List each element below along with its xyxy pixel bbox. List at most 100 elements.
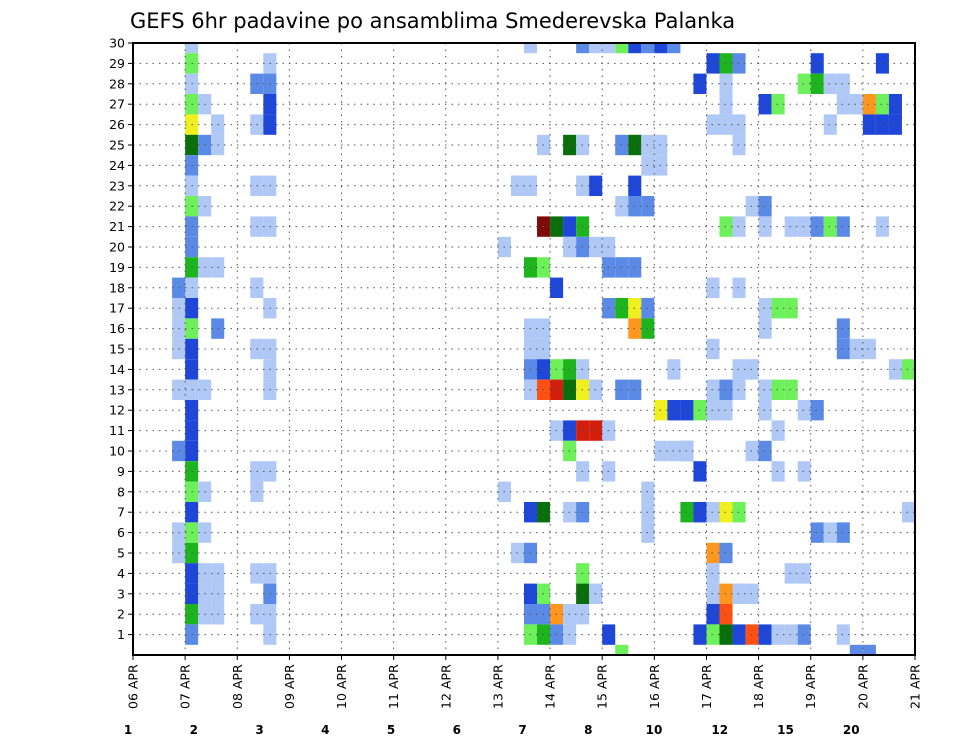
- x-tick-label: 16 APR: [647, 664, 662, 709]
- heatmap-cell: [524, 43, 538, 54]
- heatmap-cell: [615, 43, 629, 54]
- x-tick-label: 19 APR: [803, 664, 818, 709]
- heatmap-cell: [836, 522, 850, 543]
- legend-label: 4: [321, 723, 329, 737]
- heatmap-cell: [628, 43, 642, 54]
- legend-label: 10: [646, 723, 663, 737]
- heatmap-cell: [823, 522, 837, 543]
- heatmap-cell: [758, 379, 772, 400]
- y-tick-label: 4: [117, 566, 125, 581]
- x-tick-label: 13 APR: [490, 664, 505, 709]
- y-tick-label: 28: [109, 76, 125, 91]
- heatmap-cell: [719, 542, 733, 564]
- heatmap-cell: [719, 379, 733, 400]
- y-tick-label: 23: [109, 178, 125, 193]
- heatmap-cell: [888, 94, 902, 115]
- heatmap-cell: [719, 624, 733, 645]
- y-tick-label: 27: [109, 97, 125, 112]
- heatmap-cell: [719, 583, 733, 604]
- y-tick-label: 11: [109, 423, 125, 438]
- y-tick-label: 19: [109, 260, 125, 275]
- y-tick-label: 30: [109, 36, 125, 51]
- heatmap-cell: [875, 216, 889, 237]
- heatmap-cell: [836, 216, 850, 237]
- y-axis: 1234567891011121314151617181920212223242…: [109, 36, 133, 642]
- y-tick-label: 21: [109, 219, 125, 234]
- heatmap-cell: [771, 94, 785, 115]
- y-tick-label: 10: [109, 444, 125, 459]
- heatmap-cell: [901, 359, 915, 380]
- heatmap-cell: [862, 94, 876, 115]
- y-tick-label: 16: [109, 321, 125, 336]
- y-tick-label: 14: [109, 362, 125, 377]
- heatmap-cell: [758, 196, 772, 217]
- heatmap-cell: [888, 114, 902, 135]
- y-tick-label: 5: [117, 546, 125, 561]
- y-tick-label: 2: [117, 607, 125, 622]
- chart-title: GEFS 6hr padavine po ansamblima Smederev…: [130, 9, 735, 33]
- x-tick-label: 18 APR: [751, 664, 766, 709]
- heatmap-cell: [810, 73, 824, 94]
- y-tick-label: 6: [117, 525, 125, 540]
- x-tick-label: 09 APR: [282, 664, 297, 709]
- heatmap-cell: [719, 502, 733, 523]
- heatmap-cell: [732, 359, 746, 380]
- heatmap-cell: [797, 624, 811, 645]
- heatmap-cell: [875, 94, 889, 115]
- heatmap-cell: [836, 624, 850, 645]
- x-tick-label: 21 APR: [908, 664, 923, 709]
- x-tick-label: 07 APR: [178, 664, 193, 709]
- heatmap-cell: [823, 114, 837, 135]
- heatmap-cell: [745, 583, 759, 604]
- heatmap-cell: [589, 43, 603, 54]
- y-tick-label: 3: [117, 586, 125, 601]
- y-tick-label: 22: [109, 199, 125, 214]
- heatmap-cell: [719, 216, 733, 237]
- y-tick-label: 26: [109, 117, 125, 132]
- heatmap-cell: [797, 400, 811, 421]
- color-legend: 1 2 3 4 5 6 7 8 10 12 15 20: [124, 723, 860, 737]
- y-tick-label: 9: [117, 464, 125, 479]
- heatmap-cell: [732, 502, 746, 523]
- heatmap-cell: [745, 196, 759, 217]
- y-tick-label: 29: [109, 56, 125, 71]
- y-tick-label: 8: [117, 484, 125, 499]
- x-tick-label: 15 APR: [595, 664, 610, 709]
- heatmap-cell: [862, 644, 876, 655]
- heatmap-cell: [784, 563, 798, 584]
- x-tick-label: 20 APR: [855, 664, 870, 709]
- heatmap-cell: [732, 134, 746, 156]
- y-tick-label: 12: [109, 403, 125, 418]
- legend-label: 5: [387, 723, 395, 737]
- heatmap-cell: [849, 94, 863, 115]
- heatmap-cell: [771, 420, 785, 441]
- x-tick-label: 10 APR: [334, 664, 349, 709]
- heatmap-cell: [771, 298, 785, 319]
- y-tick-label: 18: [109, 280, 125, 295]
- legend-label: 8: [584, 723, 592, 737]
- heatmap-cell: [875, 53, 889, 74]
- heatmap-cell: [745, 624, 759, 645]
- heatmap-cell: [797, 563, 811, 584]
- heatmap-cell: [771, 379, 785, 400]
- heatmap-cell: [771, 461, 785, 482]
- y-tick-label: 7: [117, 505, 125, 520]
- heatmap-cell: [797, 216, 811, 237]
- heatmap-cell: [732, 379, 746, 400]
- x-axis: 06 APR 07 APR 08 APR 09 APR 10 APR 11 APR 12 A…: [126, 655, 923, 709]
- x-tick-label: 14 APR: [543, 664, 558, 709]
- heatmap-cell: [719, 604, 733, 625]
- heatmap-cell: [758, 318, 772, 339]
- heatmap-cell: [836, 318, 850, 339]
- heatmap-cell: [862, 114, 876, 135]
- heatmap-cell: [745, 359, 759, 380]
- y-tick-label: 25: [109, 138, 125, 153]
- heatmap-cell: [901, 502, 915, 523]
- heatmap-cell: [888, 359, 902, 380]
- heatmap-cell: [784, 216, 798, 237]
- y-tick-label: 13: [109, 382, 125, 397]
- heatmap-cell: [784, 379, 798, 400]
- heatmap-cell: [810, 400, 824, 421]
- heatmap-cell: [823, 73, 837, 94]
